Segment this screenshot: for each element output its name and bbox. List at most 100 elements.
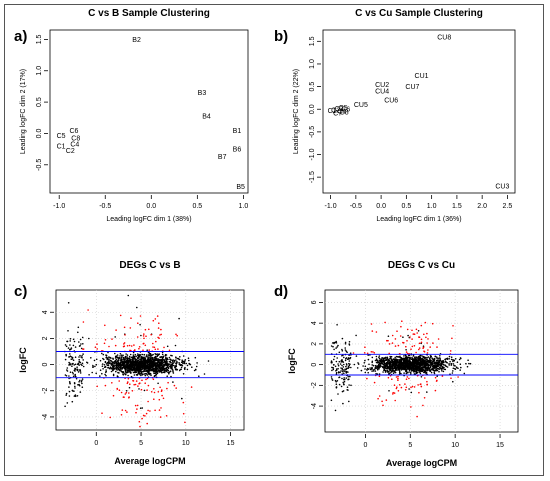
gene-point bbox=[126, 372, 128, 374]
gene-point bbox=[392, 372, 395, 374]
gene-points bbox=[64, 294, 210, 428]
gene-point bbox=[450, 364, 453, 366]
gene-point bbox=[150, 358, 152, 360]
gene-point bbox=[342, 369, 345, 371]
gene-point bbox=[99, 369, 102, 371]
gene-point bbox=[333, 358, 335, 361]
gene-point-de bbox=[137, 322, 139, 324]
gene-point bbox=[74, 395, 77, 398]
gene-point-de bbox=[413, 333, 416, 335]
gene-point bbox=[131, 358, 134, 360]
y-tick-label: -1.5 bbox=[309, 171, 316, 183]
gene-point-de bbox=[184, 421, 186, 424]
gene-point bbox=[339, 371, 341, 374]
gene-point bbox=[430, 355, 432, 358]
gene-point-de bbox=[122, 396, 125, 398]
gene-point bbox=[129, 360, 131, 362]
gene-point bbox=[158, 367, 161, 370]
gene-point-de bbox=[391, 342, 394, 344]
gene-point bbox=[172, 369, 174, 372]
gene-point bbox=[379, 364, 382, 367]
gene-point bbox=[378, 356, 380, 359]
gene-point bbox=[99, 359, 102, 362]
gene-point bbox=[120, 362, 122, 364]
gene-point bbox=[68, 364, 70, 366]
gene-point bbox=[441, 365, 443, 367]
gene-point bbox=[72, 375, 75, 378]
gene-point bbox=[427, 356, 430, 358]
gene-point bbox=[335, 373, 338, 375]
gene-point-de bbox=[372, 351, 374, 353]
gene-point bbox=[438, 370, 440, 373]
gene-point bbox=[65, 394, 67, 396]
gene-point bbox=[118, 357, 121, 360]
gene-point-de bbox=[373, 381, 376, 384]
gene-point bbox=[72, 359, 75, 361]
x-tick-label: 10 bbox=[182, 440, 190, 447]
gene-point bbox=[438, 366, 441, 369]
gene-point bbox=[346, 389, 348, 391]
gene-point-de bbox=[406, 340, 408, 342]
gene-point bbox=[376, 368, 379, 371]
gene-point-de bbox=[152, 342, 154, 345]
gene-point bbox=[344, 347, 346, 349]
gene-point bbox=[101, 363, 104, 365]
gene-point bbox=[433, 371, 435, 374]
gene-point bbox=[335, 360, 338, 363]
gene-point bbox=[342, 354, 344, 356]
sample-label-c7: C7 bbox=[333, 110, 342, 117]
gene-point bbox=[163, 371, 166, 373]
gene-point-de bbox=[182, 401, 185, 404]
gene-point bbox=[438, 360, 441, 362]
gene-point bbox=[144, 364, 146, 367]
gene-point bbox=[117, 361, 120, 364]
gene-point bbox=[103, 364, 106, 366]
gene-point bbox=[332, 368, 335, 371]
gene-point bbox=[385, 363, 387, 365]
gene-point bbox=[414, 370, 416, 373]
gene-point bbox=[120, 358, 122, 361]
gene-point bbox=[126, 354, 129, 356]
gene-point-de bbox=[142, 335, 145, 337]
gene-point bbox=[403, 358, 405, 361]
gene-point-de bbox=[104, 384, 107, 387]
gene-point bbox=[149, 360, 151, 362]
gene-point-de bbox=[123, 343, 125, 345]
gene-point bbox=[114, 359, 117, 362]
gene-point bbox=[81, 378, 84, 380]
gene-point bbox=[345, 357, 348, 359]
chart-title: C vs B Sample Clustering bbox=[88, 8, 210, 19]
x-tick-label: -1.0 bbox=[325, 203, 337, 210]
gene-point-de bbox=[124, 409, 127, 412]
gene-point-de bbox=[417, 384, 419, 386]
y-tick-label: -1.0 bbox=[309, 148, 316, 160]
chart-md-c-vs-b: DEGs C vs B 0 5 10 15 -4 -2 0 2 4 Average logCPM lo… bbox=[18, 260, 245, 466]
gene-point bbox=[395, 366, 397, 369]
gene-point bbox=[67, 302, 70, 304]
gene-point bbox=[108, 367, 111, 370]
gene-point bbox=[137, 364, 139, 367]
gene-point-de bbox=[148, 349, 150, 351]
gene-point bbox=[334, 365, 337, 368]
y-tick-label: 1.0 bbox=[309, 59, 316, 69]
gene-point bbox=[374, 370, 377, 372]
gene-point-de bbox=[402, 341, 404, 344]
gene-point bbox=[154, 359, 156, 362]
gene-point bbox=[113, 361, 115, 363]
gene-point bbox=[389, 361, 392, 364]
gene-point bbox=[424, 371, 426, 373]
gene-point bbox=[150, 362, 152, 364]
gene-point bbox=[175, 365, 177, 367]
gene-point bbox=[151, 358, 154, 361]
gene-point-de bbox=[397, 377, 399, 380]
gene-point bbox=[448, 355, 451, 358]
gene-point-de bbox=[397, 344, 400, 347]
gene-point-de bbox=[410, 386, 412, 389]
gene-point bbox=[349, 352, 352, 354]
gene-point bbox=[101, 352, 103, 355]
gene-point-de bbox=[395, 387, 398, 390]
y-tick-label: 0.5 bbox=[36, 97, 43, 107]
gene-point bbox=[118, 369, 120, 371]
gene-point-de bbox=[140, 388, 143, 391]
gene-point bbox=[125, 366, 127, 368]
